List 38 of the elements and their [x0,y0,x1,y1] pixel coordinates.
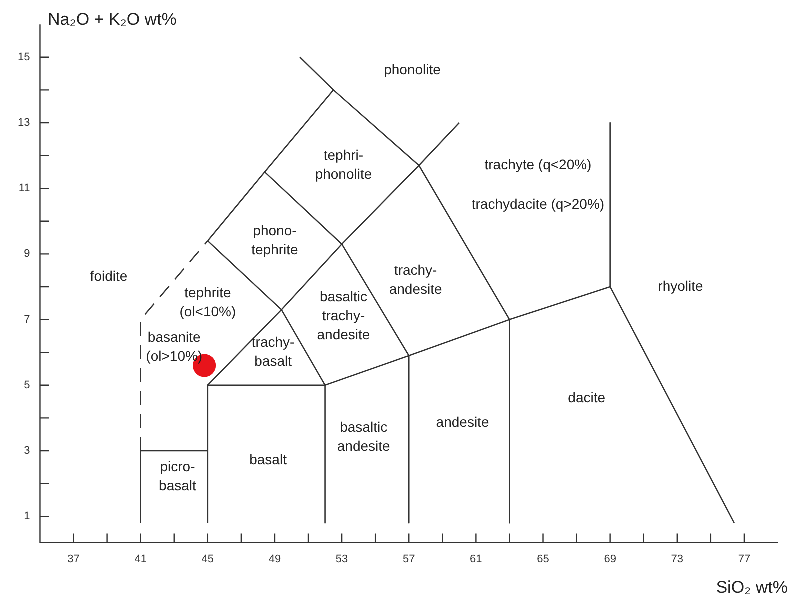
x-tick-label: 37 [68,553,80,566]
y-axis-title: Na₂O + K₂O wt% [48,10,177,30]
annotation: basaltic andesite [337,419,391,454]
annotation: phonolite [384,61,442,78]
annotation: trachy- basalt [252,334,296,369]
y-tick-label: 7 [24,314,30,326]
annotation: basanite (ol>10%) [146,329,203,364]
annotation: tephri- phonolite [315,146,372,182]
y-tick-label: 9 [24,248,30,260]
y-tick-label: 5 [24,379,30,392]
annotation: dacite [568,389,606,406]
y-tick-label: 15 [18,51,30,64]
annotation: trachyte (q<20%) [484,156,592,172]
y-tick-label: 3 [24,445,30,457]
y-tick-label: 1 [24,510,30,523]
x-tick-label: 61 [470,553,482,566]
annotation: phono- tephrite [252,222,299,258]
annotation: trachy- andesite [389,262,442,297]
y-tick-label: 11 [18,182,30,195]
x-tick-label: 69 [604,553,616,566]
x-tick-label: 49 [268,553,282,566]
x-tick-label: 45 [202,553,214,566]
annotation: basalt [250,452,288,468]
x-axis-title: SiO₂ wt% [716,578,788,598]
x-tick-label: 77 [738,553,751,566]
annotation: rhyolite [658,278,704,294]
y-tick-label: 13 [18,117,30,130]
x-tick-label: 65 [537,553,550,566]
x-tick-label: 57 [402,553,416,566]
x-tick-label: 53 [336,553,348,566]
annotation: trachydacite (q>20%) [472,196,605,212]
x-tick-label: 41 [134,553,147,566]
annotation: foidite [90,268,128,284]
annotation: andesite [436,414,490,430]
annotation: picro- basalt [159,458,197,494]
annotation: basaltic trachy- andesite [317,288,370,342]
x-tick-label: 73 [671,553,684,566]
annotation: tephrite (ol<10%) [180,284,236,320]
